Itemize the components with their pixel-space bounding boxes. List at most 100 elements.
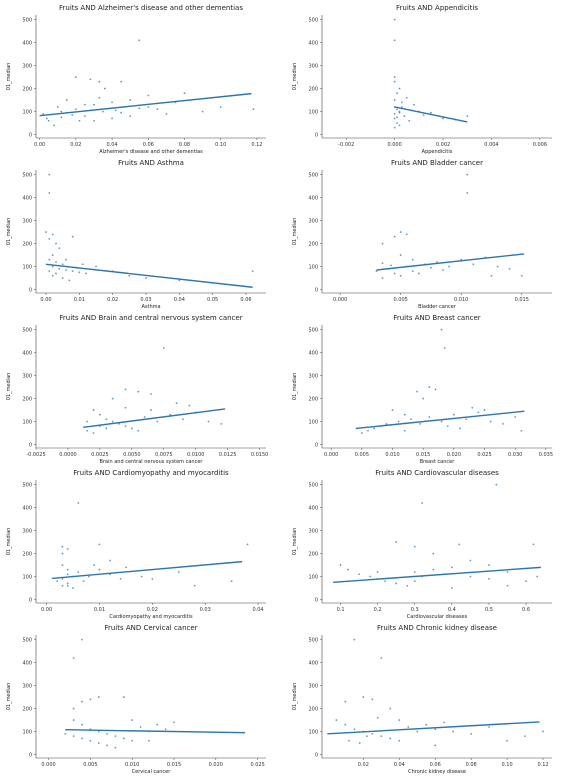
regression-line [355, 410, 525, 430]
data-point [143, 416, 146, 418]
data-point [120, 111, 123, 114]
y-tick-label: 500 [308, 482, 318, 488]
data-point [119, 577, 122, 580]
x-tick-label: 0.030 [508, 452, 522, 458]
data-point [66, 584, 69, 587]
y-tick-label: 500 [308, 327, 318, 333]
scatter-panel: Fruits AND Appendicitis 0 100 200 300 400 500 -… [286, 0, 572, 155]
y-tick-label: 400 [308, 660, 318, 666]
data-point [466, 192, 469, 194]
data-point [532, 543, 535, 546]
data-point [165, 112, 168, 115]
x-tick-label: 0.08 [179, 142, 190, 148]
data-point [472, 263, 475, 266]
x-axis-label: Asthma [141, 304, 160, 310]
data-point [525, 580, 527, 583]
data-point [411, 270, 414, 273]
y-axis-label: 01_median [292, 218, 298, 246]
y-axis-label: 01_median [292, 63, 298, 91]
scatter-panel: Fruits AND Cardiomyopathy and myocarditi… [0, 465, 286, 620]
data-point [68, 279, 71, 282]
x-axis-label: Bladder cancer [418, 304, 457, 310]
y-tick-label: 100 [22, 729, 32, 735]
data-point [51, 254, 54, 256]
data-point [120, 80, 123, 83]
y-tick-label: 100 [308, 574, 318, 580]
data-point [71, 114, 74, 116]
data-point [389, 737, 392, 740]
data-point [164, 728, 167, 731]
x-tick-label: 0.05 [207, 297, 218, 303]
data-point [398, 111, 401, 114]
data-point [51, 265, 54, 268]
data-point [398, 87, 401, 90]
data-point [506, 584, 509, 587]
data-point [89, 78, 92, 81]
data-point [371, 698, 374, 701]
x-tick-label: 0.015 [515, 297, 529, 303]
x-tick-label: 0.5 [485, 607, 493, 613]
data-point [380, 735, 383, 738]
y-tick-label: 200 [22, 396, 32, 402]
y-tick-label: 200 [22, 86, 32, 92]
scatter-chart: Fruits AND Alzheimer's disease and other… [6, 4, 266, 155]
x-tick-label: 0.010 [125, 762, 139, 768]
data-point [114, 109, 117, 112]
data-point [376, 571, 379, 573]
x-tick-label: 0.6 [522, 607, 530, 613]
data-point [443, 721, 446, 724]
y-tick-label: 200 [308, 706, 318, 712]
data-point [130, 427, 133, 430]
data-point [385, 422, 388, 425]
y-tick-label: 500 [308, 637, 318, 643]
data-point [106, 744, 108, 747]
data-point [74, 76, 77, 78]
y-tick-label: 0 [315, 132, 318, 138]
chart-title: Fruits AND Brain and central nervous sys… [59, 314, 242, 322]
data-point [93, 564, 96, 566]
data-point [353, 638, 356, 641]
data-point [114, 746, 117, 749]
y-tick-label: 100 [22, 109, 32, 115]
data-point [60, 110, 63, 113]
data-point [131, 719, 134, 721]
data-point [150, 409, 152, 411]
data-point [122, 737, 125, 740]
data-point [97, 730, 100, 733]
data-point [56, 106, 59, 108]
data-point [81, 700, 83, 703]
chart-title: Fruits AND Cardiomyopathy and myocarditi… [73, 469, 229, 477]
data-point [122, 696, 125, 698]
x-tick-label: 0.3 [411, 607, 419, 613]
data-point [389, 707, 392, 710]
scatter-chart: Fruits AND Asthma 0 100 200 300 400 500 0.00 0.0… [6, 159, 266, 310]
data-point [87, 575, 90, 578]
y-tick-label: 300 [308, 373, 318, 379]
data-point [89, 739, 92, 742]
data-point [105, 427, 108, 430]
data-point [400, 106, 403, 108]
data-point [93, 119, 95, 122]
data-point [81, 638, 83, 641]
x-tick-label: 0.035 [539, 452, 553, 458]
data-point [348, 739, 350, 742]
y-axis-label: 01_median [6, 683, 12, 711]
data-point [421, 502, 424, 504]
y-tick-label: 100 [308, 109, 318, 115]
x-tick-label: 0.015 [167, 762, 181, 768]
x-tick-label: 0.000 [387, 142, 401, 148]
data-point [508, 267, 511, 270]
data-point [137, 429, 140, 432]
data-point [105, 418, 108, 421]
data-point [138, 39, 141, 42]
data-point [422, 397, 425, 400]
data-point [393, 99, 396, 101]
data-point [102, 110, 104, 113]
y-axis-label: 01_median [6, 528, 12, 556]
data-point [397, 420, 400, 423]
data-point [393, 39, 396, 42]
data-point [335, 719, 338, 721]
chart-title: Fruits AND Asthma [118, 159, 184, 167]
x-axis-label: Appendicitis [422, 149, 453, 155]
data-point [65, 269, 67, 271]
